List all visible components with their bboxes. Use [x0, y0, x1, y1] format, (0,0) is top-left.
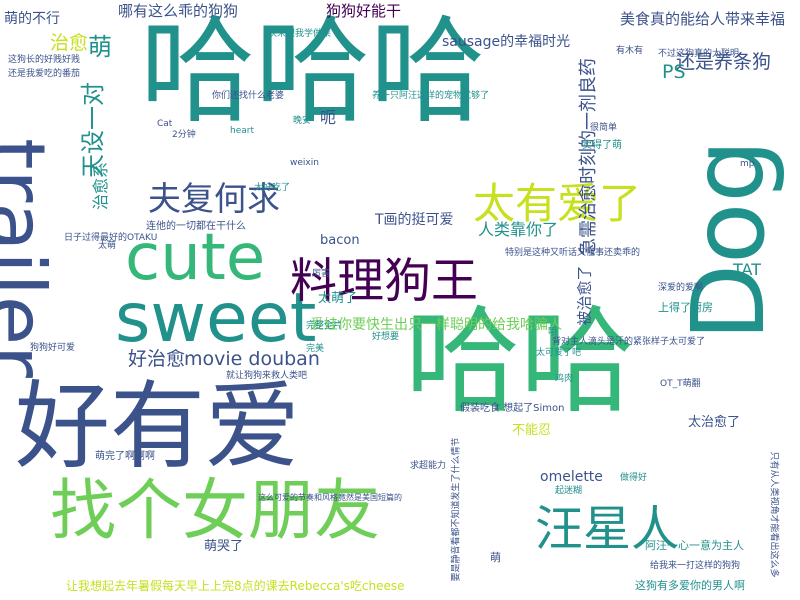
word-wanmei: 完美 — [306, 344, 325, 354]
word-jiu-rang-gougou: 就让狗狗来救人类吧 — [226, 371, 308, 381]
word-bu-neng-ren: 不能忍 — [512, 423, 552, 438]
word-simon: 假装吃食 想起了Simon — [460, 403, 565, 414]
word-haoyouai: 好有爱 — [15, 372, 301, 482]
word-cooking-king: 料理狗王 — [290, 254, 478, 309]
word-omelette: omelette — [540, 469, 603, 485]
word-tai-zhiyu-le: 太治愈了 — [688, 415, 741, 430]
word-find-girlfriend: 找个女朋友 — [50, 472, 380, 549]
word-meng-small: 萌 — [490, 551, 501, 564]
word-jixu-zhiyu: 急需治愈时刻的一剂良药 — [578, 58, 599, 256]
word-hao-xiang-yao: 好想要 — [372, 332, 400, 342]
word-zuo-de-hao: 做得好 — [620, 473, 648, 483]
word-taimeng: 太萌 — [98, 241, 117, 251]
word-wangxingren: 汪星人 — [535, 501, 680, 557]
word-tai-keai-le-ba: 太可爱了吧 — [536, 348, 582, 358]
word-ps: PS — [662, 61, 686, 83]
word-jian: 这狗长的好贱好贱 — [8, 55, 81, 65]
word-renlei-shijiao: 只有从人类视角才能看出这么多 — [768, 451, 779, 578]
word-cute: cute — [125, 221, 266, 295]
word-wanzheng: 完整全片 — [306, 321, 343, 331]
word-haha: 哈哈 — [405, 295, 636, 429]
word-aiwa: 爱娃你要快生出只一样聪明的给我哈骗人 — [310, 317, 562, 333]
word-fanqie: 还是我爱吃的番茄 — [8, 69, 81, 79]
word-tai-meng-le: 太萌了 — [318, 291, 358, 306]
word-mp: mp — [740, 159, 755, 169]
word-lian-ta-de: 连他的一切都在干什么 — [146, 221, 246, 232]
word-awang-yixin: 阿汪一心一意为主人 — [645, 539, 744, 552]
word-meng-wan-le: 萌完了啊啊啊 — [95, 451, 155, 462]
word-weixin: weixin — [290, 158, 319, 168]
word-e: 呃 — [320, 108, 337, 127]
word-movie-douban: movie douban — [184, 348, 320, 370]
word-2-fenzhong: 2分钟 — [172, 130, 196, 140]
word-jingyin: 要是静音看都不知道发生了什么情节 — [451, 437, 462, 582]
word-gougou-nenggan: 狗狗好能干 — [326, 2, 402, 20]
word-o: 哦 — [548, 327, 558, 338]
word-rebecca: 让我想起去年暑假每天早上上完8点的课去Rebecca's吃cheese — [66, 579, 405, 593]
word-you-mu-you: 有木有 — [616, 46, 644, 56]
word-t-hua: T画的挺可爱 — [375, 212, 454, 228]
word-zhe-gou-ai-ni: 这狗有多爱你的男人啊 — [635, 579, 745, 592]
word-guai-gougou: 哪有这么乖的狗狗 — [118, 2, 239, 20]
word-shangde-chufang: 上得了厨房 — [658, 301, 713, 314]
word-cat: Cat — [157, 119, 173, 129]
word-hen-jiandan: 很简单 — [590, 123, 618, 133]
word-lihai: 厉害 — [312, 269, 331, 279]
word-bei-dui-zhuren: 背对主人滴头是汗的紧张样子太可爱了 — [552, 337, 706, 347]
word-gougou-hao-keai: 狗狗好可爱 — [30, 343, 76, 353]
word-tai-you-ai-le: 太有爱了 — [473, 179, 642, 228]
word-shen-ai: 深爱的爱啊 — [658, 283, 704, 293]
word-haishi-yang-tiaogou: 还是养条狗 — [676, 51, 772, 73]
word-sweet: sweet — [115, 279, 317, 358]
word-trailer: trailer — [0, 138, 62, 378]
word-zhiyuxi: 治愈系 — [91, 161, 111, 211]
word-gei-wo-yi-da: 给我来一打这样的狗狗 — [650, 561, 741, 571]
word-ot-t: OT_T萌翻 — [660, 379, 701, 389]
word-congming: 不过这狗真的太聪明 — [658, 49, 740, 59]
word-fufu-heqiu: 夫复何求 — [148, 179, 280, 218]
word-heart: heart — [230, 126, 254, 136]
word-meishi-xingfu: 美食真的能给人带来幸福 — [620, 10, 786, 28]
word-hahaha: 哈哈哈 — [140, 5, 486, 139]
word-otaku: 日子过得最好的OTAKU — [64, 233, 158, 243]
word-mai-de-le-meng: 卖得了萌 — [582, 140, 622, 151]
word-hao-zhiyu: 好治愈 — [128, 348, 186, 370]
word-jiezou: 这么可爱的节奏和风格竟然是美国短篇的 — [258, 493, 402, 502]
word-qiu-chaonengli: 求超能力 — [410, 461, 447, 471]
word-bacon: bacon — [320, 233, 360, 248]
word-tai-hao-chi: 太好吃了 — [254, 183, 291, 193]
word-tat: TAT — [733, 260, 762, 279]
word-ting-hua: 特别是这种又听话又懂事还卖乖的 — [505, 248, 641, 258]
word-yang-yi-zhi: 养一只阿汪这样的宠物就够了 — [372, 91, 490, 101]
word-meng-ku-le: 萌哭了 — [204, 539, 244, 554]
word-jirou: 鸡肉 — [555, 374, 574, 384]
word-wanan: 晚安 — [293, 116, 312, 126]
word-renlei-kao-nile: 人类靠你了 — [478, 220, 559, 239]
word-bei-zhiyu-le: 被治愈了 — [575, 265, 594, 326]
word-zhiyu: 治愈 — [50, 32, 89, 54]
word-sausage: sausage的幸福时光 — [442, 34, 571, 50]
word-qi-mihu: 起迷糊 — [555, 486, 583, 496]
word-meng-large: 萌 — [88, 33, 112, 61]
word-meng-de-buxing: 萌的不行 — [4, 11, 60, 27]
word-laopo: 你们还找什么老婆 — [212, 91, 285, 101]
word-kuai-lai: 快来跟我学做菜 — [268, 29, 332, 39]
